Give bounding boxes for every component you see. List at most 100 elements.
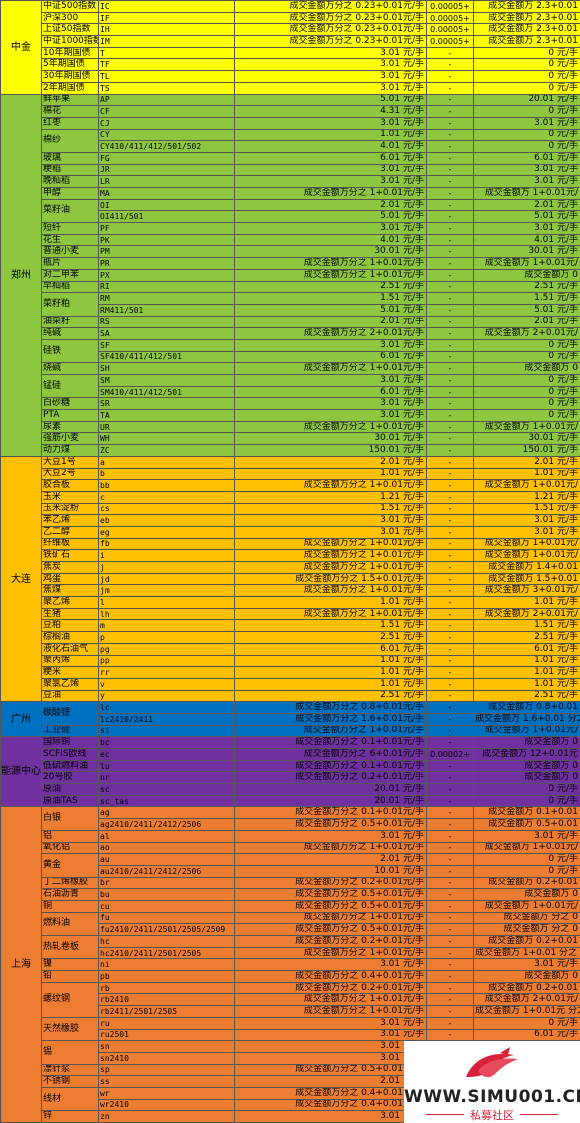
ratio-cell: - <box>426 712 474 726</box>
product-cell: 胶合板 <box>41 479 99 492</box>
product-cell: 晚籼稻 <box>41 175 99 188</box>
product-cell: 低硫燃料油 <box>41 759 99 773</box>
table-row: 粳稻 JR 3.01 元/手 -3.01 元/手 <box>1 163 580 177</box>
open-fee-cell: 1.01 元/手 <box>234 666 427 679</box>
ratio-cell: - <box>426 806 474 820</box>
table-row: 焦煤 jm 成交金额万分之 1+0.01元/手 - 成交金额万 3+0.01元/ <box>1 584 580 598</box>
open-fee-cell: 成交金额万分之 0.23+0.01元/手 <box>234 23 427 37</box>
product-cell: 聚氯乙烯 <box>41 677 99 691</box>
code-cell: ag <box>98 806 235 820</box>
table-row: 玉米淀粉 cs 1.51 元/手 -1.51 元/手 <box>1 502 580 516</box>
table-row: 上海 白银 ag 成交金额万分之 0.1+0.01元/手 - 成交金额万 0.1+0.01 <box>0 806 580 1123</box>
table-row: 菜籽粕 RM 1.51 元/手 -1.51 元/手 <box>1 292 580 317</box>
open-fee-cell: 成交金额万分之 1.5+0.01元/手 <box>234 572 427 586</box>
close-fee-cell: 1.51 元/手 <box>473 292 580 305</box>
ratio-cell: - <box>426 128 474 142</box>
product-cell: 纯碱 <box>41 327 99 340</box>
code-cell: PF <box>98 222 235 235</box>
code-cell: sn2410 <box>98 1051 235 1065</box>
close-fee-cell: 0 元/手 <box>473 46 580 60</box>
table-row: 花生 PK 4.01 元/手 -4.01 元/手 <box>1 233 580 247</box>
table-row: 低硫燃料油 lu 成交金额万分之 0.1+0.01元/手 - 成交金额万 0 <box>1 759 580 773</box>
code-cell: fb <box>98 537 235 551</box>
product-cell: 镍 <box>41 958 99 972</box>
code-cell: zn <box>98 1110 235 1123</box>
code-cell: WH <box>98 432 235 446</box>
table-row: 玉米 c 1.21 元/手 -1.21 元/手 <box>1 490 580 504</box>
open-fee-cell: 成交金额万分之 0.2+0.01元/手 <box>234 935 427 948</box>
open-fee-cell: 5.01 元/手 <box>234 303 427 317</box>
close-fee-cell: 成交金额万 1+0.01元/ <box>473 187 580 200</box>
ratio-cell: - <box>426 771 474 785</box>
open-fee-cell: 3.01 元/手 <box>234 1040 427 1053</box>
exchange-cell: 大连 <box>0 455 42 703</box>
open-fee-cell: 3.01 元/手 <box>234 1028 427 1042</box>
open-fee-cell: 成交金额万分之 1+0.01元/手 <box>234 561 427 574</box>
ratio-cell: - <box>426 794 474 808</box>
product-cell: 生猪 <box>41 607 99 621</box>
ratio-cell: - <box>426 935 474 948</box>
table-row: SCFIS欧线 ec 成交金额万分之 6+0.01元/手 0.00002+ 成交金额万 … <box>1 748 580 761</box>
table-row: 铁矿石 i 成交金额万分之 1+0.01元/手 - 成交金额万 1+0.01元/ <box>1 549 580 562</box>
ratio-cell: - <box>426 607 474 621</box>
open-fee-cell: 1.51 元/手 <box>234 619 427 633</box>
product-cell: 天然橡胶 <box>41 1016 99 1042</box>
close-fee-cell: 1.01 元/手 <box>473 467 580 481</box>
ratio-cell: - <box>426 58 474 72</box>
close-fee-cell: 成交金额万 2+0.01元/ <box>473 327 580 340</box>
close-fee-cell: 成交金额万 1+0.01元 分之 手 <box>473 1005 580 1018</box>
open-fee-cell: 成交金额万分之 0.4+0.01元/手 <box>234 1086 427 1100</box>
table-row: 螺纹钢 rb 成交金额万分之 0.2+0.01元/手 - 成交金额万 0.2+0.01 <box>1 981 580 1018</box>
ratio-cell: - <box>426 642 474 656</box>
code-cell: MA <box>98 187 235 200</box>
product-cell: 棕榈油 <box>41 631 99 644</box>
table-row: 液化石油气 pg 6.01 元/手 -6.01 元/手 <box>1 642 580 656</box>
table-row: 白砂糖 SR 3.01 元/手 -0 元/手 <box>1 397 580 411</box>
open-fee-cell: 成交金额万分之 1+0.01元/手 <box>234 537 427 551</box>
product-cell: 黄金 <box>41 853 99 878</box>
open-fee-cell: 4.01 元/手 <box>234 140 427 153</box>
product-cell: 聚丙烯 <box>41 654 99 668</box>
close-fee-cell: 成交金额万 1+0.01元/ <box>473 420 580 434</box>
open-fee-cell: 成交金额万分之 0.2+0.01元/手 <box>234 876 427 890</box>
product-cell: 国际铜 <box>41 736 99 749</box>
table-row: 甲醇 MA 成交金额万分之 1+0.01元/手 - 成交金额万 1+0.01元/ <box>1 187 580 200</box>
close-fee-cell: 6.01 元/手 <box>473 642 580 656</box>
close-fee-cell: 0 元/手 <box>473 1016 580 1030</box>
table-row: fu2410/2411/2501/2505/2509 成交金额万分之 0.5+0.… <box>1 923 580 936</box>
open-fee-cell: 成交金额万分之 1+0.01元/手 <box>234 257 427 270</box>
code-cell: rb2411/2501/2505 <box>98 1005 235 1018</box>
open-fee-cell: 6.01 元/手 <box>234 385 427 399</box>
product-cell: 豆粕 <box>41 619 99 633</box>
table-row: 聚丙烯 pp 1.01 元/手 -1.01 元/手 <box>1 654 580 668</box>
code-cell: br <box>98 876 235 890</box>
code-cell: si <box>98 724 235 738</box>
code-cell: ni <box>98 958 235 972</box>
code-cell: hc <box>98 935 235 948</box>
code-cell: l <box>98 596 235 609</box>
open-fee-cell: 1.01 元/手 <box>234 677 427 691</box>
product-cell: 短纤 <box>41 222 99 235</box>
table-row: 焦炭 j 成交金额万分之 1+0.01元/手 - 成交金额万 1.4+0.01 <box>1 561 580 574</box>
code-cell: pp <box>98 654 235 668</box>
open-fee-cell: 成交金额万分之 0.1+0.01元/手 <box>234 736 427 749</box>
code-cell: ru2501 <box>98 1028 235 1042</box>
close-fee-cell: 0 元/手 <box>473 409 580 422</box>
table-row: 郑州 鲜苹果 AP 5.01 元/手 -20.01 元/手 <box>0 93 580 457</box>
product-cell: 焦炭 <box>41 561 99 574</box>
product-cell: 硅铁 <box>41 338 99 364</box>
ratio-cell: - <box>426 374 474 387</box>
product-cell: 工业硅 <box>41 724 99 738</box>
open-fee-cell: 2.01 元/手 <box>234 1075 427 1088</box>
table-row: 红枣 CJ 3.01 元/手 -3.01 元/手 <box>1 116 580 130</box>
ratio-cell: - <box>426 993 474 1007</box>
watermark-site: WWW.SIMU001.CN <box>404 1087 580 1107</box>
code-cell: ec <box>98 748 235 761</box>
open-fee-cell: 成交金额万分之 0.8+0.01元/手 <box>234 701 427 714</box>
product-cell: 2年期国债 <box>41 81 99 95</box>
code-cell: rb2410 <box>98 993 235 1007</box>
product-cell: 苯乙烯 <box>41 514 99 527</box>
table-row: 30年期国债 TL 3.01 元/手 -0 元/手 <box>1 70 580 83</box>
product-cell: SCFIS欧线 <box>41 748 99 761</box>
code-cell: RS <box>98 315 235 329</box>
